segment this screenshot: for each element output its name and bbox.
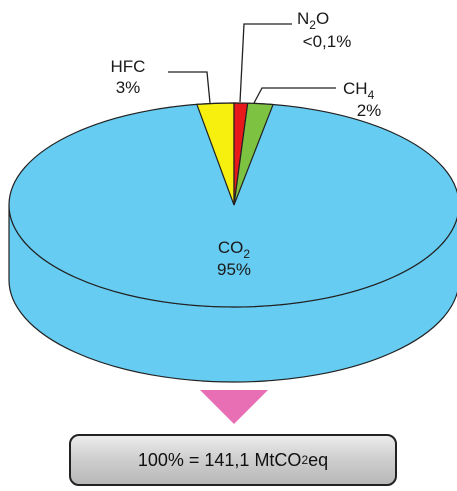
pie-slices [8,102,457,308]
slice-value-hfc: 3% [116,78,141,97]
slice-label-n2o: N2O [297,9,329,32]
total-suffix: eq [308,449,329,470]
slice-label-co2: CO2 [218,238,251,261]
total-emissions-box: 100% = 141,1 MtCO 2 eq [69,434,397,486]
total-prefix: 100% = 141,1 MtCO [137,449,302,470]
leader-line-hfc [168,71,211,104]
down-arrow-icon [200,390,268,424]
slice-label-ch4: CH4 [343,79,375,102]
leader-line-n2o [239,23,292,103]
total-sub: 2 [301,453,309,467]
slice-value-n2o: <0,1% [303,32,352,51]
slice-value-co2: 95% [217,260,251,279]
slice-ch4 [233,102,274,206]
leader-line-ch4 [253,87,336,104]
slice-value-ch4: 2% [357,101,382,120]
slice-label-hfc: HFC [111,57,146,76]
